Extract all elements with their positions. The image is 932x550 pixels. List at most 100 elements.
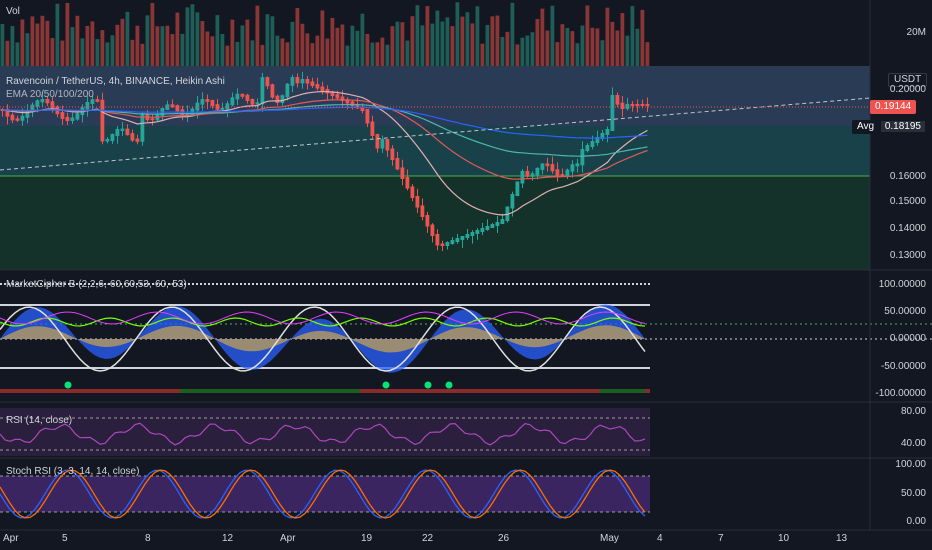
volume-bar <box>280 38 285 66</box>
cipher-tick-1: 100.00000 <box>878 279 926 290</box>
candle-body <box>215 104 220 110</box>
volume-bar <box>645 42 650 66</box>
cipher-tick-3: 0.00000 <box>889 333 926 344</box>
ema-100-line <box>2 103 648 157</box>
candle-body <box>570 164 575 172</box>
candle-body <box>375 134 380 149</box>
volume-bar <box>380 37 385 66</box>
volume-bar <box>355 30 360 67</box>
volume-bar <box>290 21 295 66</box>
volume-bar <box>440 21 445 66</box>
volume-bar <box>455 2 460 66</box>
currency-badge[interactable]: USDT <box>888 73 928 87</box>
time-label: 8 <box>145 533 151 544</box>
volume-bar <box>65 2 70 66</box>
avg-label: Avg <box>857 121 875 132</box>
candle-body <box>415 196 420 208</box>
stoch-d-line <box>0 469 646 519</box>
volume-bar <box>580 25 585 66</box>
volume-bar <box>250 40 255 66</box>
candle-body <box>420 205 425 217</box>
volume-bar <box>410 16 415 66</box>
time-label: 22 <box>422 533 434 544</box>
buy-dot <box>64 381 72 389</box>
candle-body <box>50 101 55 109</box>
volume-bar <box>335 27 340 66</box>
candle-body <box>460 236 465 240</box>
candle-body <box>395 158 400 170</box>
time-label: 26 <box>498 533 510 544</box>
volume-pane <box>0 0 870 66</box>
volume-bar <box>230 19 235 66</box>
volume-bar <box>360 13 365 66</box>
candle-body <box>535 167 540 176</box>
candle-body <box>255 102 260 105</box>
candle-body <box>495 222 500 226</box>
volume-bar <box>470 23 475 67</box>
candle-body <box>250 98 255 105</box>
volume-bar <box>45 20 50 67</box>
rsi-tick-40: 40.00 <box>900 438 926 449</box>
volume-bar <box>235 41 240 66</box>
cipher-title[interactable]: MarketCipher B (2,2,6,-60,60,53,-60,-53) <box>6 279 187 290</box>
candle-body <box>405 177 410 189</box>
stoch-title[interactable]: Stoch RSI (3, 3, 14, 14, close) <box>6 466 140 477</box>
candle-body <box>235 93 240 100</box>
volume-bar <box>415 5 420 66</box>
candle-body <box>195 102 200 111</box>
candle-body <box>210 99 215 107</box>
candle-body <box>240 93 245 97</box>
volume-bar <box>435 10 440 66</box>
time-label: Apr <box>280 533 296 544</box>
candle-body <box>150 118 155 121</box>
candle-body <box>140 114 145 142</box>
volume-bar <box>295 8 300 67</box>
volume-bar <box>205 31 210 67</box>
volume-bar <box>110 35 115 66</box>
candle-body <box>545 163 550 167</box>
candle-body <box>105 139 110 142</box>
volume-bar <box>125 11 130 67</box>
volume-bar <box>340 24 345 66</box>
candle-body <box>25 110 30 118</box>
volume-bar <box>270 16 275 67</box>
volume-bar <box>305 33 310 66</box>
candle-body <box>365 109 370 124</box>
volume-bar <box>595 28 600 67</box>
candle-body <box>600 133 605 139</box>
time-label: 19 <box>361 533 373 544</box>
candle-body <box>595 137 600 143</box>
volume-bar <box>625 35 630 66</box>
candle-body <box>295 77 300 84</box>
volume-bar <box>370 42 375 66</box>
volume-bar <box>80 38 85 66</box>
candle-body <box>100 99 105 142</box>
candle-body <box>510 194 515 209</box>
rsi-title[interactable]: RSI (14, close) <box>6 415 73 426</box>
candle-body <box>430 224 435 236</box>
volume-bar <box>325 38 330 66</box>
time-label: 10 <box>778 533 790 544</box>
volume-bar <box>5 40 10 66</box>
candle-body <box>70 117 75 121</box>
volume-bar <box>115 24 120 66</box>
candle-body <box>525 170 530 177</box>
candle-body <box>45 99 50 104</box>
candle-body <box>620 102 625 109</box>
volume-bar <box>620 13 625 67</box>
candle-body <box>400 167 405 179</box>
price-tick-3: 0.15000 <box>889 196 926 207</box>
ema-indicator-label[interactable]: EMA 20/50/100/200 <box>6 89 94 100</box>
candle-body <box>310 81 315 86</box>
price-zone-top <box>0 66 870 126</box>
volume-bar <box>345 45 350 66</box>
volume-bar <box>550 5 555 66</box>
candle-body <box>485 226 490 230</box>
candle-body <box>635 104 640 106</box>
stoch-tick-0: 0.00 <box>906 516 926 527</box>
candle-body <box>0 109 5 111</box>
symbol-title[interactable]: Ravencoin / TetherUS, 4h, BINANCE, Heiki… <box>6 76 225 87</box>
candle-body <box>20 115 25 121</box>
volume-bar <box>615 30 620 66</box>
